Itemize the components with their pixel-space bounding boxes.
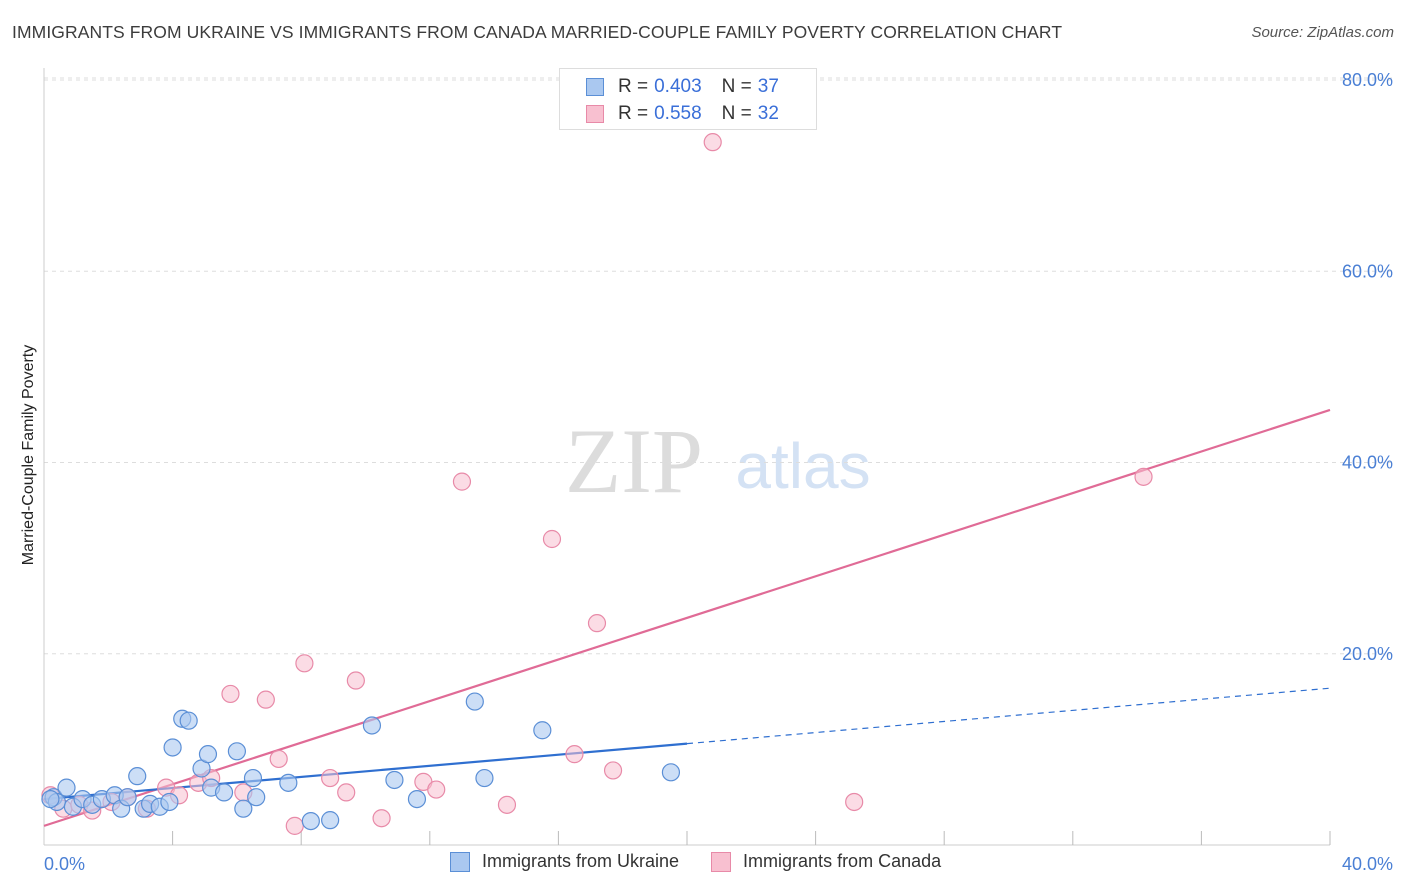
ukraine-swatch [450, 851, 470, 872]
n-label: N = [721, 103, 752, 124]
watermark: ZIP atlas [565, 410, 871, 512]
x-tick-label: 40.0% [1342, 854, 1393, 874]
ukraine-point [385, 770, 404, 790]
ukraine-point [279, 773, 298, 792]
y-tick-labels: 20.0% 40.0% 60.0% 80.0% [1342, 70, 1393, 664]
canada-point [295, 654, 314, 673]
ukraine-point [243, 768, 263, 788]
n-value-ukraine: 37 [757, 76, 779, 97]
canada-point [497, 795, 517, 814]
canada-point [845, 792, 864, 812]
canada-point [542, 529, 562, 549]
ukraine-point [475, 768, 494, 788]
ukraine-point [214, 783, 234, 802]
source-label: Source: ZipAtlas.com [1251, 24, 1394, 41]
canada-point [427, 780, 446, 799]
ukraine-point [234, 799, 253, 818]
canada-point [452, 472, 472, 491]
ukraine-point [118, 788, 137, 807]
r-label: R = [618, 103, 649, 124]
ukraine-point [362, 716, 382, 735]
canada-point [587, 614, 607, 633]
ukraine-point [407, 789, 427, 809]
ukraine-point [533, 721, 552, 740]
y-tick-label: 20.0% [1342, 644, 1393, 664]
ukraine-point [227, 742, 246, 761]
x-tick-labels: 0.0% 40.0% [44, 854, 1393, 874]
grid [44, 77, 1392, 655]
canada-point [703, 133, 722, 152]
stats-legend: R = 0.403 N = 37 R = 0.558 N = 32 [559, 68, 817, 130]
canada-trendline [43, 408, 1331, 827]
r-label: R = [618, 76, 649, 97]
r-value-ukraine: 0.403 [654, 76, 702, 97]
series-legend: Immigrants from Ukraine Immigrants from … [450, 851, 973, 872]
ukraine-point [160, 792, 179, 812]
watermark-zip: ZIP [565, 410, 703, 512]
ukraine-point [179, 711, 198, 730]
legend-label-canada: Immigrants from Canada [743, 851, 942, 871]
canada-point [337, 783, 356, 802]
ukraine-point [661, 763, 681, 782]
ukraine-point [198, 745, 218, 764]
y-tick-label: 40.0% [1342, 453, 1393, 473]
ukraine-point [41, 789, 60, 809]
ukraine-trendline-extension [686, 687, 1331, 745]
legend-row-canada: R = 0.558 N = 32 [586, 101, 779, 127]
canada-point [346, 671, 365, 690]
canada-point [269, 749, 288, 769]
ukraine-point [57, 778, 76, 797]
legend-item-ukraine[interactable]: Immigrants from Ukraine [450, 851, 679, 872]
chart-title: IMMIGRANTS FROM UKRAINE VS IMMIGRANTS FR… [12, 22, 1063, 42]
ukraine-points [41, 692, 681, 831]
x-tick-label: 0.0% [44, 854, 85, 874]
axes [43, 68, 1331, 846]
ukraine-swatch [586, 78, 604, 96]
canada-point [221, 684, 240, 704]
canada-swatch [711, 851, 732, 872]
canada-point [1134, 467, 1153, 486]
canada-point [372, 809, 391, 828]
y-tick-label: 60.0% [1342, 261, 1393, 281]
n-value-canada: 32 [757, 103, 779, 124]
legend-item-canada[interactable]: Immigrants from Canada [711, 851, 941, 872]
canada-point [565, 745, 584, 764]
legend-row-ukraine: R = 0.403 N = 37 [586, 74, 779, 100]
r-value-canada: 0.558 [654, 103, 702, 124]
n-label: N = [721, 76, 752, 97]
watermark-atlas: atlas [735, 430, 870, 502]
canada-swatch [586, 105, 604, 123]
y-tick-label: 80.0% [1342, 70, 1393, 90]
ukraine-point [465, 692, 484, 711]
ukraine-point [128, 767, 147, 786]
canada-point [256, 690, 275, 709]
canada-point [321, 768, 340, 788]
ukraine-point [163, 738, 182, 757]
ukraine-point [247, 788, 266, 807]
ukraine-point [301, 811, 320, 831]
ukraine-point [321, 811, 340, 830]
canada-point [285, 816, 304, 835]
legend-label-ukraine: Immigrants from Ukraine [482, 851, 680, 871]
canada-point [603, 761, 623, 780]
